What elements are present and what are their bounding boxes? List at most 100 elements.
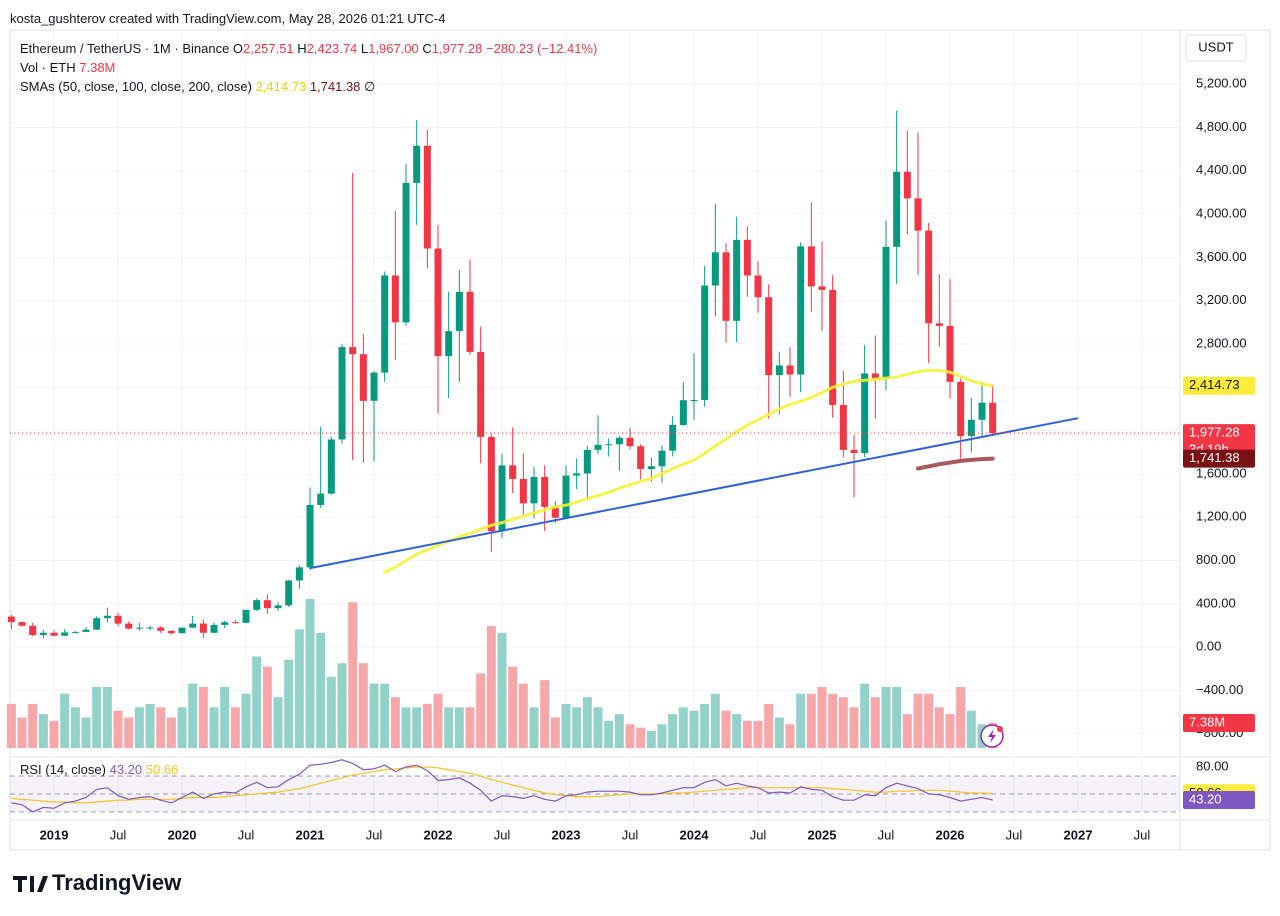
candle-body — [93, 618, 101, 630]
volume-bar — [796, 693, 806, 748]
candle-body — [103, 615, 111, 619]
x-tick-label: Jul — [750, 827, 767, 842]
candle-body — [210, 624, 218, 633]
volume-bar — [828, 693, 838, 748]
candle-body — [178, 627, 186, 634]
volume-bar — [646, 731, 656, 748]
x-tick-label: 2022 — [424, 827, 453, 842]
volume-bar — [870, 697, 880, 748]
volume-bar — [732, 714, 742, 748]
change: −280.23 (−12.41%) — [486, 41, 598, 56]
volume-bar — [326, 676, 336, 748]
volume-bar — [934, 707, 944, 748]
candle-body — [253, 600, 261, 610]
volume-bar — [561, 703, 571, 748]
ohlc-key: O — [232, 41, 244, 56]
volume-bar — [220, 686, 230, 748]
rsi-value: 43.20 — [109, 762, 143, 777]
volume-bar — [454, 707, 464, 748]
x-tick-label: Jul — [1006, 827, 1023, 842]
candle-body — [541, 476, 549, 507]
x-tick-label: Jul — [494, 827, 511, 842]
candle-body — [519, 478, 527, 504]
trendline — [309, 417, 1079, 570]
candle-body — [327, 439, 335, 494]
rsi-line — [11, 759, 993, 813]
volume-bar — [604, 720, 614, 748]
x-tick-label: Jul — [238, 827, 255, 842]
volume-bar — [668, 714, 678, 748]
candle-body — [466, 291, 474, 352]
candle-body — [754, 275, 762, 298]
sma-key: SMAs (50, close, 100, close, 200, close) — [20, 79, 252, 94]
y-tick-label: −400.00 — [1196, 682, 1243, 697]
candle-body — [50, 632, 58, 636]
x-tick-label: 2027 — [1064, 827, 1093, 842]
logo-text: TradingView — [52, 870, 182, 895]
volume-bar — [892, 686, 902, 748]
candle-body — [818, 286, 826, 290]
candle-body — [39, 632, 47, 635]
candle-body — [370, 372, 378, 401]
volume-bar — [806, 693, 816, 748]
volume-bar — [700, 703, 710, 748]
volume-bar — [945, 714, 955, 748]
volume-bar — [412, 707, 422, 748]
price-tag — [1183, 449, 1255, 468]
candle-body — [871, 373, 879, 379]
volume-bar — [177, 707, 187, 748]
volume-bar — [572, 707, 582, 748]
volume-bar — [881, 686, 891, 748]
y-tick-label: 2,800.00 — [1196, 335, 1247, 350]
volume-bar — [550, 717, 560, 748]
candle-body — [882, 246, 890, 379]
y-tick-label: 400.00 — [1196, 595, 1236, 610]
candle-body — [914, 198, 922, 231]
candle-body — [775, 365, 783, 376]
sma-value: 2,414.73 — [255, 79, 307, 94]
y-tick-label: 800.00 — [1196, 552, 1236, 567]
volume-bar — [497, 632, 507, 748]
volume-bar — [348, 602, 358, 748]
volume-bar — [966, 710, 976, 748]
volume-bar — [764, 703, 774, 748]
currency-button[interactable] — [1185, 34, 1247, 62]
lightning-glyph — [988, 729, 996, 743]
candle-body — [114, 615, 122, 624]
candle-body — [274, 605, 282, 609]
candle-body — [434, 248, 442, 357]
volume-bar — [625, 724, 635, 748]
candle-body — [573, 473, 581, 476]
x-tick-label: 2023 — [552, 827, 581, 842]
volume-bar — [508, 666, 518, 748]
price-tag-label: 1,741.38 — [1189, 450, 1240, 465]
y-tick-label: 4,000.00 — [1196, 206, 1247, 221]
candle-body — [199, 623, 207, 633]
candle-body — [135, 627, 143, 629]
candle-body — [359, 354, 367, 401]
price-tag — [1183, 713, 1255, 732]
volume-bar — [689, 710, 699, 748]
volume-bar — [860, 683, 870, 748]
x-tick-label: Jul — [878, 827, 895, 842]
currency[interactable]: USDT — [1198, 39, 1233, 54]
volume-bar — [49, 720, 59, 748]
candle-body — [413, 145, 421, 183]
sma-value: 1,741.38 — [309, 79, 361, 94]
ohlc-value: 1,977.28 — [431, 41, 483, 56]
candle-body — [338, 347, 346, 440]
candle-body — [605, 444, 613, 446]
candle-body — [701, 285, 709, 400]
volume-bar — [28, 703, 38, 748]
rsi-ma-value: 50.66 — [145, 762, 179, 777]
candle-body — [29, 625, 37, 635]
volume-bar — [294, 629, 304, 748]
y-tick-label: 4,400.00 — [1196, 162, 1247, 177]
volume-bar — [17, 717, 27, 748]
volume-bar — [284, 659, 294, 748]
volume-bar — [198, 686, 208, 748]
volume-bar — [636, 727, 646, 748]
candle-body — [946, 325, 954, 382]
volume-bar — [774, 717, 784, 748]
